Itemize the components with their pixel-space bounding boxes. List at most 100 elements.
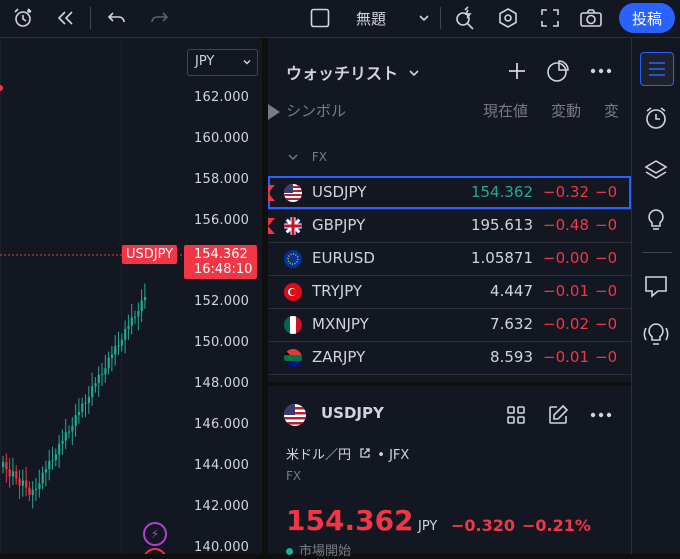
alarm-clock-icon[interactable] [640, 102, 672, 134]
column-change[interactable]: 変動 [551, 102, 582, 120]
row-change-pct: −0 [595, 348, 618, 366]
candle-body [140, 300, 143, 311]
candle-body [130, 317, 133, 326]
candle-body [11, 471, 15, 477]
candle-body [74, 415, 77, 426]
candle-body [77, 411, 81, 416]
y-tick-label: 146.000 [194, 417, 250, 432]
row-divider [268, 374, 631, 375]
candle-body [143, 297, 147, 301]
row-last: 4.447 [490, 282, 533, 300]
watchlist-header: シンボル 現在値 変動 変 [268, 100, 631, 124]
panel-divider[interactable] [262, 38, 268, 554]
row-change: −0.00 [543, 249, 589, 267]
candle-body [48, 461, 51, 470]
candle-body [107, 357, 110, 369]
flag-us-jp-icon [284, 184, 302, 202]
flag-gb-jp-icon [284, 217, 302, 235]
candle-body [87, 397, 90, 403]
alert-clock-icon[interactable] [10, 6, 36, 30]
flag-eu-us-icon [284, 250, 302, 268]
watchlist-row[interactable]: EURUSD 1.05871 −0.00 −0 [268, 242, 631, 275]
candle-body [114, 346, 117, 355]
column-change-pct[interactable]: 変 [604, 102, 620, 120]
candle-body [15, 471, 18, 479]
lightbulb-icon[interactable] [640, 204, 672, 236]
chevron-down-icon[interactable] [417, 10, 431, 29]
layout-square-icon[interactable] [307, 6, 333, 30]
flag-za-jp-icon [284, 349, 302, 367]
grid-line [0, 38, 1, 554]
settings-gear-icon[interactable] [495, 6, 521, 30]
price-chart[interactable]: JPY 162.000 160.000 158.000 156.000 152.… [0, 38, 262, 554]
details-price: 154.362 [286, 504, 414, 537]
redo-icon[interactable] [146, 6, 172, 30]
details-symbol[interactable]: USDJPY [321, 404, 384, 422]
candle-body [5, 462, 8, 470]
details-name-line: 米ドル／円 • JFX [286, 444, 409, 463]
more-options-icon[interactable] [588, 402, 614, 428]
candle-body [44, 469, 48, 473]
grid-view-icon[interactable] [503, 402, 529, 428]
symbol-details-panel: USDJPY 米ドル／円 • JFX FX 154.362 JPY −0.320… [268, 386, 631, 559]
candle-body [68, 431, 71, 433]
column-last[interactable]: 現在値 [483, 102, 529, 120]
layout-name[interactable]: 無題 [356, 10, 387, 28]
candle-body [117, 345, 120, 347]
flag-icon[interactable] [268, 104, 280, 120]
ideas-stream-icon[interactable] [640, 318, 672, 350]
candle-body [25, 480, 28, 488]
more-options-icon[interactable] [588, 58, 614, 84]
currency-select[interactable]: JPY [187, 49, 258, 76]
row-last: 195.613 [470, 216, 533, 234]
fullscreen-icon[interactable] [537, 6, 563, 30]
row-last: 1.05871 [470, 249, 533, 267]
top-toolbar: 無題 投稿 [0, 0, 680, 38]
quick-search-icon[interactable] [452, 6, 478, 30]
external-link-icon[interactable] [359, 447, 371, 459]
row-symbol: TRYJPY [312, 282, 363, 300]
details-category: FX [286, 469, 302, 483]
watchlist-row[interactable]: TRYJPY 4.447 −0.01 −0 [268, 275, 631, 308]
column-symbol[interactable]: シンボル [286, 102, 347, 120]
chat-icon[interactable] [640, 270, 672, 302]
watchlist-row[interactable]: MXNJPY 7.632 −0.02 −0 [268, 308, 631, 341]
y-tick-label: 156.000 [194, 213, 250, 228]
toolbar-divider [90, 7, 91, 29]
post-button[interactable]: 投稿 [619, 3, 675, 33]
watchlist-row[interactable]: ZARJPY 8.593 −0.01 −0 [268, 341, 631, 374]
watchlist-icon[interactable] [640, 52, 674, 86]
candle-body [38, 483, 41, 489]
row-divider [268, 308, 631, 309]
candle-body [124, 329, 127, 340]
row-symbol: ZARJPY [312, 348, 366, 366]
y-tick-label: 142.000 [194, 499, 250, 514]
undo-icon[interactable] [104, 6, 130, 30]
candle-body [8, 469, 11, 477]
flag-marker-icon[interactable] [268, 218, 275, 234]
watchlist-row[interactable]: GBPJPY 195.613 −0.48 −0 [268, 209, 631, 242]
edit-icon[interactable] [545, 402, 571, 428]
watchlist-title[interactable]: ウォッチリスト [286, 60, 420, 84]
watchlist-row[interactable]: USDJPY 154.362 −0.32 −0 [268, 176, 631, 209]
chevron-down-icon [288, 154, 298, 160]
candle-body [2, 462, 5, 468]
flag-marker-icon[interactable] [268, 185, 275, 201]
candle-body [71, 425, 74, 432]
pie-chart-icon[interactable] [545, 58, 571, 84]
camera-icon[interactable] [578, 6, 604, 30]
row-change-pct: −0 [595, 216, 618, 234]
details-name[interactable]: 米ドル／円 [286, 448, 352, 463]
y-tick-label: 158.000 [194, 172, 250, 187]
y-tick-label: 152.000 [194, 294, 250, 309]
add-symbol-icon[interactable] [504, 58, 530, 84]
section-header[interactable]: FX [288, 150, 327, 164]
layers-icon[interactable] [640, 154, 672, 186]
replay-icon[interactable] [53, 6, 79, 30]
row-divider [268, 209, 631, 210]
candle-body [28, 487, 31, 495]
row-divider [268, 341, 631, 342]
lightning-icon[interactable]: ⚡ [143, 522, 167, 546]
y-tick-label: 144.000 [194, 458, 250, 473]
flag-us-jp-icon [284, 404, 306, 426]
